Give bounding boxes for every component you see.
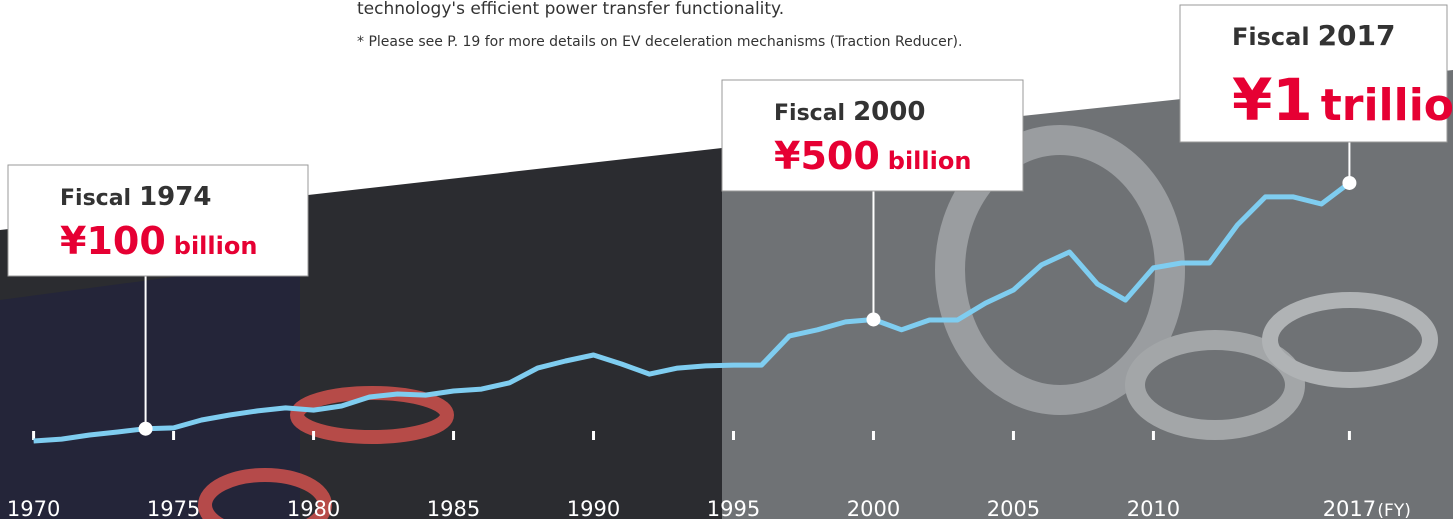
note: technology's efficient power transfer fu… — [357, 0, 784, 19]
x-tick-label: 1975 — [147, 497, 200, 519]
x-tick-label: 1985 — [427, 497, 480, 519]
x-tick-label: 2010 — [1127, 497, 1180, 519]
line — [33, 180, 1351, 444]
callout-box — [721, 79, 1024, 192]
annotation-dot — [866, 312, 881, 327]
decor-ring — [198, 468, 332, 519]
callout-heading: Fiscal 2000 — [774, 97, 925, 127]
callout-label: Fiscal — [774, 101, 845, 126]
x-tick-label: 2005 — [987, 497, 1040, 519]
decor-bearing — [935, 125, 1185, 415]
callout-amount: ¥100 billion — [60, 219, 257, 263]
x-axis-label: (FY) — [1377, 501, 1410, 519]
decor-bearing — [1262, 292, 1438, 388]
photo-shade — [0, 260, 300, 519]
callout-label: Fiscal — [1232, 23, 1310, 51]
callout-box — [7, 164, 309, 277]
callout-year: 2000 — [853, 97, 925, 127]
callout-amount: ¥500 billion — [774, 134, 971, 178]
x-tick-label: 2017 — [1323, 497, 1376, 519]
callout-heading: Fiscal 2017 — [1232, 19, 1396, 52]
annotation-dot — [1342, 175, 1357, 190]
callout-label: Fiscal — [60, 186, 131, 211]
callout-year: 2017 — [1318, 19, 1396, 52]
x-tick-label: 1995 — [707, 497, 760, 519]
x-tick-label: 1990 — [567, 497, 620, 519]
callout-value: ¥500 — [774, 134, 880, 178]
callout-value: ¥1 — [1232, 66, 1313, 134]
x-tick-label: 1980 — [287, 497, 340, 519]
callout-unit: trillion — [1321, 80, 1453, 131]
callout-value: ¥100 — [60, 219, 166, 263]
callout-amount: ¥1trillion — [1232, 66, 1453, 134]
callout-year: 1974 — [139, 182, 211, 212]
x-tick-label: 1970 — [7, 497, 60, 519]
annotation-dot — [138, 421, 153, 436]
x-tick-label: 2000 — [847, 497, 900, 519]
note: * Please see P. 19 for more details on E… — [357, 34, 962, 50]
callout-unit: billion — [174, 232, 258, 260]
callout-heading: Fiscal 1974 — [60, 182, 211, 212]
decor-ring — [290, 386, 454, 444]
decor-bearing — [1125, 330, 1305, 440]
callout-box — [1179, 4, 1448, 143]
callout-unit: billion — [888, 147, 972, 175]
